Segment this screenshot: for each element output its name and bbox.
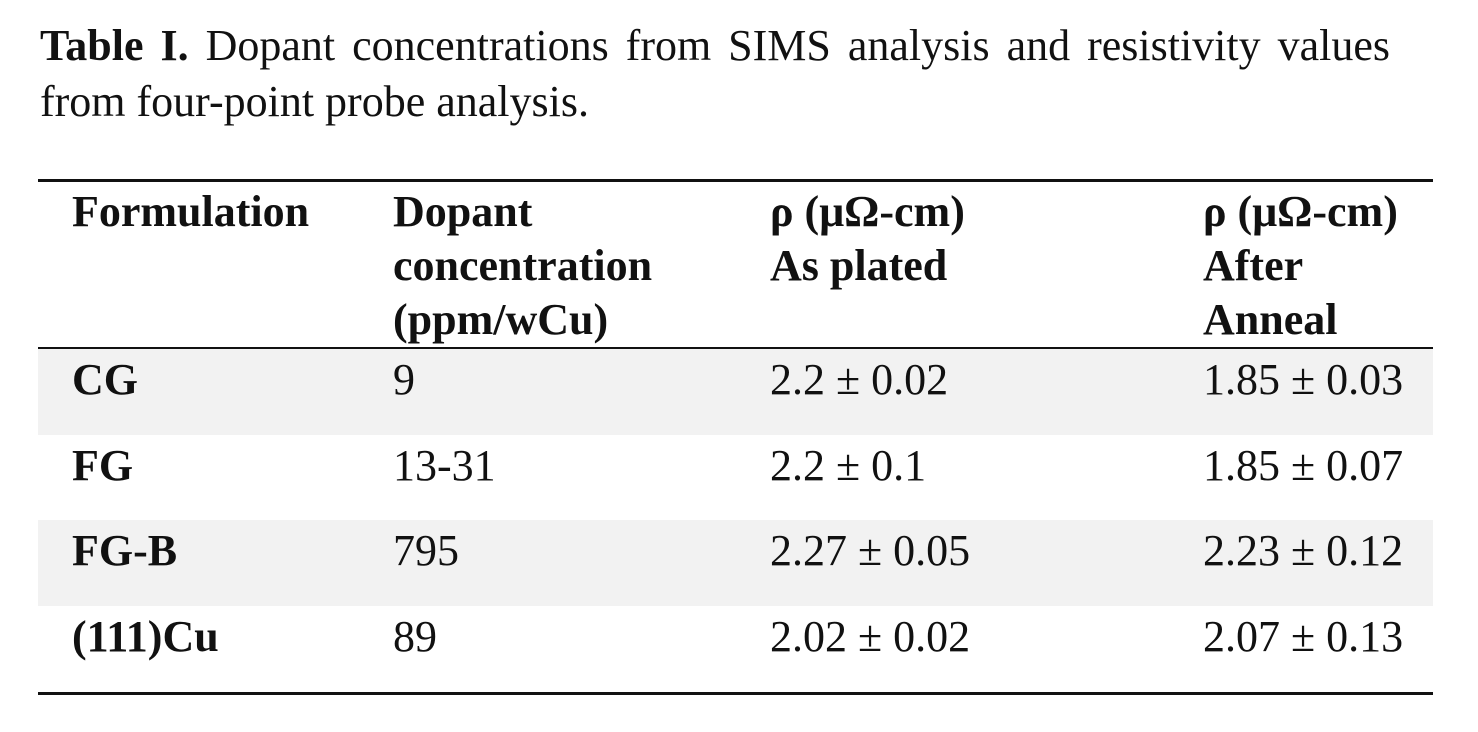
caption-text: Dopant concentrations from SIMS analysis… bbox=[40, 21, 1391, 126]
table-cell: 1.85 ± 0.03 bbox=[1203, 355, 1404, 404]
table-cell: FG-B bbox=[72, 526, 178, 576]
table-cell: 1.85 ± 0.07 bbox=[1203, 440, 1404, 490]
top-rule bbox=[38, 179, 1433, 182]
table-cell: 13-31 bbox=[393, 440, 496, 490]
table-cell: (111)Cu bbox=[72, 612, 219, 662]
table-cell: 2.2 ± 0.02 bbox=[770, 355, 949, 404]
table-cell: FG bbox=[72, 440, 134, 490]
header-cell: As plated bbox=[770, 241, 948, 290]
table-cell: 2.23 ± 0.12 bbox=[1203, 526, 1404, 576]
table-cell: 2.27 ± 0.05 bbox=[770, 526, 971, 576]
caption-label: Table I. bbox=[40, 21, 189, 70]
header-cell: ρ (μΩ-cm) bbox=[770, 187, 965, 236]
table-cell: 89 bbox=[393, 612, 437, 662]
table-cell: 795 bbox=[393, 526, 459, 576]
header-cell: Dopant bbox=[393, 187, 533, 236]
table-cell: 2.02 ± 0.02 bbox=[770, 612, 971, 662]
header-cell: Anneal bbox=[1203, 295, 1338, 344]
table-cell: 9 bbox=[393, 355, 415, 404]
row-shade bbox=[38, 520, 1433, 607]
header-cell: concentration bbox=[393, 241, 653, 290]
table-cell: 2.07 ± 0.13 bbox=[1203, 612, 1404, 662]
table-cell: 2.2 ± 0.1 bbox=[770, 440, 927, 490]
header-cell: ρ (μΩ-cm) bbox=[1203, 187, 1398, 236]
bottom-rule bbox=[38, 692, 1433, 695]
table-caption: Table I. Dopant concentrations from SIMS… bbox=[40, 18, 1390, 130]
header-cell: After bbox=[1203, 241, 1304, 290]
row-shade bbox=[38, 349, 1433, 435]
header-rule bbox=[38, 347, 1433, 349]
header-cell: Formulation bbox=[72, 187, 310, 236]
header-cell: (ppm/wCu) bbox=[393, 295, 609, 344]
table-cell: CG bbox=[72, 355, 138, 404]
